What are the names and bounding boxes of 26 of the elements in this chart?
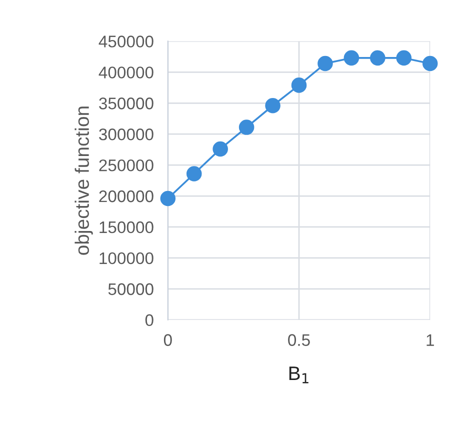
point	[186, 166, 202, 182]
point	[291, 78, 307, 93]
point	[265, 98, 280, 114]
y-tick-label: 250000	[99, 159, 154, 172]
y-tick-label: 350000	[99, 98, 154, 110]
y-tick-label: 300000	[99, 128, 154, 140]
point	[422, 56, 438, 72]
x-axis-title: B$_{1}$	[289, 366, 308, 384]
point	[318, 56, 333, 72]
point	[160, 190, 176, 206]
y-tick-label: 400000	[98, 66, 154, 78]
y-tick-label: 200000	[99, 190, 154, 202]
y-tick-label: 450000	[98, 36, 154, 48]
point	[396, 50, 412, 66]
point	[212, 141, 228, 157]
x-tick-label: 0	[164, 334, 172, 346]
y-tick-label: 50000	[108, 283, 154, 296]
point	[344, 50, 360, 66]
y-tick-label: 100000	[100, 252, 154, 264]
y-axis-title: objective function	[74, 106, 93, 255]
point	[370, 50, 386, 66]
y-tick-label: 0	[145, 314, 154, 326]
x-tick-label: 0.5	[288, 334, 310, 346]
x-tick-label: 1	[426, 334, 434, 346]
point	[238, 120, 254, 135]
y-tick-label: 150000	[100, 221, 154, 234]
